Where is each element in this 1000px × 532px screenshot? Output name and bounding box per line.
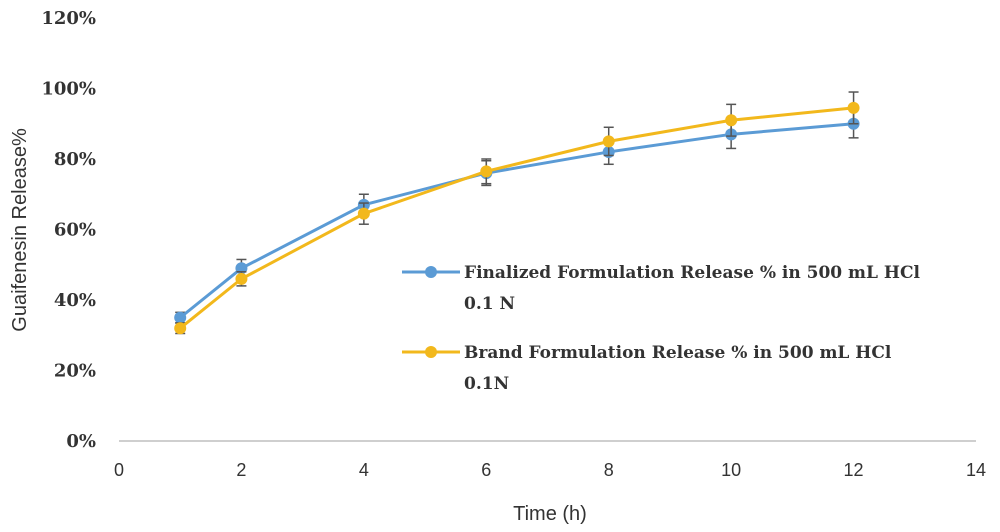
x-axis-title: Time (h)	[513, 503, 587, 525]
y-tick-label: 120%	[41, 8, 96, 29]
data-point	[357, 207, 370, 220]
data-point	[235, 272, 248, 285]
y-tick-label: 0%	[66, 431, 96, 452]
y-axis-title: Guaifenesin Release%	[9, 128, 31, 332]
series-1	[174, 108, 860, 324]
data-point	[174, 322, 187, 335]
y-tick-label: 60%	[54, 220, 96, 241]
x-tick-label: 6	[481, 460, 491, 480]
data-point	[602, 135, 615, 148]
x-tick-labels: 0 2 4 6 8 10 12 14	[114, 460, 986, 480]
x-tick-label: 4	[359, 460, 369, 480]
x-tick-label: 10	[721, 460, 741, 480]
legend-swatch-marker	[425, 266, 437, 278]
x-tick-label: 2	[236, 460, 246, 480]
legend-label: 0.1N	[464, 374, 509, 394]
legend-swatch-marker	[425, 346, 437, 358]
y-tick-label: 100%	[41, 79, 96, 100]
series-2	[174, 91, 860, 335]
y-tick-label: 40%	[54, 290, 96, 311]
x-tick-label: 8	[604, 460, 614, 480]
legend-label: Brand Formulation Release % in 500 mL HC…	[464, 343, 892, 363]
legend-item-1: Finalized Formulation Release % in 500 m…	[402, 263, 920, 314]
series-layer	[174, 91, 860, 335]
data-point	[480, 165, 493, 178]
y-tick-label: 80%	[54, 149, 96, 170]
y-tick-labels: 0% 20% 40% 60% 80% 100% 120%	[41, 8, 96, 452]
x-tick-label: 14	[966, 460, 986, 480]
legend-label: 0.1 N	[464, 294, 515, 314]
legend-label: Finalized Formulation Release % in 500 m…	[464, 263, 920, 283]
legend: Finalized Formulation Release % in 500 m…	[402, 263, 920, 394]
data-point	[847, 101, 860, 114]
series-line	[179, 106, 854, 330]
x-tick-label: 12	[844, 460, 864, 480]
x-tick-label: 0	[114, 460, 124, 480]
y-tick-label: 20%	[54, 361, 96, 382]
data-point	[174, 311, 187, 324]
legend-item-2: Brand Formulation Release % in 500 mL HC…	[402, 343, 892, 394]
series-line	[179, 122, 854, 319]
data-point	[725, 114, 738, 127]
